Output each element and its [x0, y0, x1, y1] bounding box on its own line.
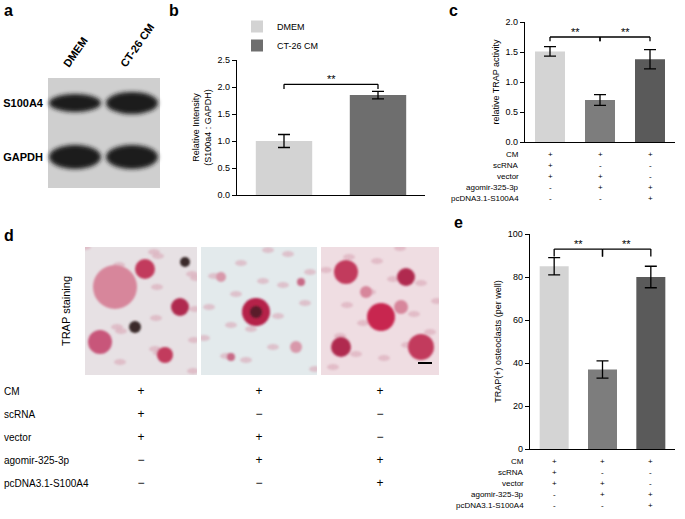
- svg-text:-: -: [553, 490, 556, 499]
- svg-text:-: -: [599, 194, 602, 203]
- svg-text:-: -: [549, 183, 552, 192]
- svg-text:2.5: 2.5: [217, 55, 230, 65]
- svg-text:−: −: [137, 453, 144, 467]
- svg-text:scRNA: scRNA: [493, 161, 519, 170]
- svg-text:+: +: [552, 468, 557, 477]
- svg-text:+: +: [600, 490, 605, 499]
- svg-text:+: +: [648, 490, 653, 499]
- svg-text:pcDNA3.1-S100A4: pcDNA3.1-S100A4: [456, 501, 524, 510]
- svg-text:agomir-325-3p: agomir-325-3p: [4, 455, 69, 466]
- svg-text:-: -: [649, 172, 652, 181]
- svg-text:**: **: [622, 238, 631, 250]
- svg-text:DMEM: DMEM: [277, 22, 305, 32]
- html-text:b: b: [169, 2, 179, 19]
- svg-text:-: -: [649, 479, 652, 488]
- svg-text:−: −: [137, 476, 144, 490]
- svg-text:+: +: [255, 430, 262, 444]
- svg-text:+: +: [376, 476, 383, 490]
- html-text:e: e: [454, 214, 463, 231]
- svg-text:DMEM: DMEM: [61, 35, 90, 69]
- svg-text:relative TRAP activity: relative TRAP activity: [491, 39, 501, 125]
- html-text:c: c: [449, 2, 458, 19]
- svg-text:-: -: [649, 468, 652, 477]
- svg-text:−: −: [376, 407, 383, 421]
- svg-text:1.0: 1.0: [505, 77, 518, 87]
- svg-text:+: +: [255, 384, 262, 398]
- svg-text:-: -: [553, 501, 556, 510]
- svg-text:40: 40: [513, 358, 523, 368]
- svg-text:-: -: [601, 468, 604, 477]
- svg-text:scRNA: scRNA: [4, 409, 35, 420]
- svg-text:+: +: [648, 150, 653, 159]
- svg-text:2.0: 2.0: [505, 17, 518, 27]
- svg-text:+: +: [648, 183, 653, 192]
- svg-text:0.0: 0.0: [505, 137, 518, 147]
- svg-text:0: 0: [518, 444, 523, 454]
- svg-text:80: 80: [513, 272, 523, 282]
- svg-text:20: 20: [513, 401, 523, 411]
- svg-text:agomir-325-3p: agomir-325-3p: [466, 183, 519, 192]
- svg-text:scRNA: scRNA: [498, 468, 524, 477]
- svg-text:+: +: [598, 183, 603, 192]
- svg-text:0.5: 0.5: [505, 107, 518, 117]
- svg-text:-: -: [549, 194, 552, 203]
- svg-text:GAPDH: GAPDH: [3, 151, 43, 163]
- svg-text:pcDNA3.1-S100A4: pcDNA3.1-S100A4: [451, 194, 519, 203]
- svg-text:agomir-325-3p: agomir-325-3p: [471, 490, 524, 499]
- svg-text:+: +: [376, 384, 383, 398]
- svg-text:+: +: [255, 453, 262, 467]
- svg-text:−: −: [376, 430, 383, 444]
- svg-text:**: **: [574, 238, 583, 250]
- svg-text:+: +: [598, 172, 603, 181]
- svg-text:+: +: [548, 161, 553, 170]
- html-text:a: a: [4, 2, 13, 19]
- svg-text:pcDNA3.1-S100A4: pcDNA3.1-S100A4: [4, 478, 89, 489]
- svg-text:1.0: 1.0: [217, 136, 230, 146]
- svg-text:vector: vector: [497, 172, 519, 181]
- svg-text:+: +: [552, 479, 557, 488]
- svg-text:60: 60: [513, 315, 523, 325]
- svg-text:1.5: 1.5: [505, 47, 518, 57]
- svg-text:Relative Intensity(S100a4 : GA: Relative Intensity(S100a4 : GAPDH): [191, 89, 213, 166]
- html-text:d: d: [4, 227, 14, 244]
- svg-text:+: +: [137, 430, 144, 444]
- svg-text:TRAP(+) osteoclasts (per well): TRAP(+) osteoclasts (per well): [493, 280, 503, 402]
- svg-text:**: **: [327, 73, 336, 85]
- svg-text:CM: CM: [4, 386, 20, 397]
- svg-text:+: +: [548, 172, 553, 181]
- svg-text:**: **: [571, 26, 580, 38]
- svg-text:0.0: 0.0: [217, 190, 230, 200]
- svg-text:-: -: [599, 161, 602, 170]
- svg-text:+: +: [598, 150, 603, 159]
- svg-text:CT-26 CM: CT-26 CM: [277, 41, 318, 51]
- svg-text:+: +: [648, 501, 653, 510]
- svg-text:−: −: [255, 407, 262, 421]
- svg-text:+: +: [600, 479, 605, 488]
- svg-text:CM: CM: [511, 457, 524, 466]
- svg-text:+: +: [137, 384, 144, 398]
- svg-text:vector: vector: [502, 479, 524, 488]
- svg-text:2.0: 2.0: [217, 82, 230, 92]
- svg-text:+: +: [600, 457, 605, 466]
- svg-text:vector: vector: [4, 432, 32, 443]
- svg-text:-: -: [601, 501, 604, 510]
- svg-text:−: −: [255, 476, 262, 490]
- svg-text:1.5: 1.5: [217, 109, 230, 119]
- svg-text:CT-26 CM: CT-26 CM: [118, 21, 157, 69]
- svg-text:+: +: [548, 150, 553, 159]
- svg-text:-: -: [649, 161, 652, 170]
- svg-text:0.5: 0.5: [217, 163, 230, 173]
- svg-text:+: +: [376, 453, 383, 467]
- svg-text:100: 100: [508, 229, 523, 239]
- svg-text:+: +: [648, 194, 653, 203]
- svg-text:S100A4: S100A4: [3, 97, 44, 109]
- svg-text:+: +: [648, 457, 653, 466]
- svg-text:+: +: [552, 457, 557, 466]
- svg-text:CM: CM: [506, 150, 519, 159]
- svg-text:TRAP staining: TRAP staining: [60, 276, 72, 346]
- svg-text:**: **: [621, 26, 630, 38]
- svg-text:+: +: [137, 407, 144, 421]
